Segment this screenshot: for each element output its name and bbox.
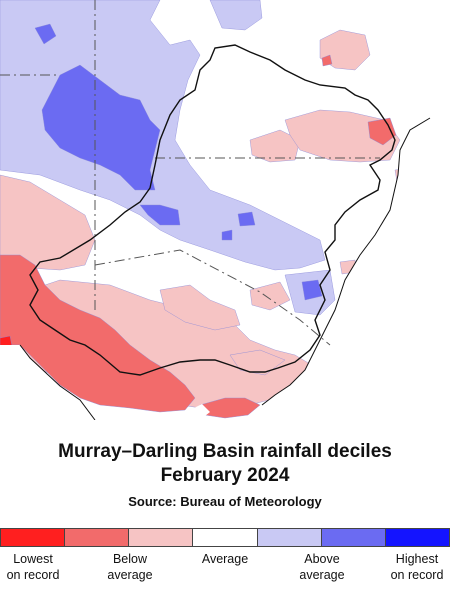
legend-swatch-highest — [385, 528, 450, 547]
very-much-below-region-victoria — [199, 397, 261, 419]
ocean-south — [0, 345, 95, 420]
legend-color-bar — [0, 528, 450, 547]
title-line-2: February 2024 — [160, 465, 290, 486]
rainfall-deciles-map — [0, 0, 450, 420]
above-average-region-east — [209, 0, 263, 31]
below-average-region-east-3 — [249, 281, 291, 311]
legend-label-lowest: Lowest on record — [0, 551, 73, 583]
legend-swatch-lowest — [0, 528, 66, 547]
legend-label-average-line1: Average — [201, 552, 249, 566]
state-border-qld-nsw — [0, 74, 380, 159]
legend-label-lowest-line1: Lowest — [13, 552, 53, 566]
legend-label-average: Average — [185, 551, 265, 567]
title-line-1: Murray–Darling Basin rainfall deciles — [58, 441, 392, 462]
legend-swatch-above — [257, 528, 322, 547]
murray-darling-basin-outline — [29, 44, 396, 376]
port-phillip-bay — [188, 404, 210, 420]
legend-label-highest: Highest on record — [377, 551, 450, 583]
coastline — [19, 117, 431, 420]
very-much-below-region-small — [321, 54, 333, 67]
very-much-above-region-small-3 — [237, 211, 256, 227]
legend-swatch-below — [129, 528, 194, 547]
source-text: Source: Bureau of Meteorology — [128, 494, 322, 509]
legend-swatch-average — [193, 528, 258, 547]
legend-label-highest-line2: on record — [390, 568, 444, 582]
very-much-above-region-small-2 — [139, 204, 181, 226]
legend-swatch-very-much-above — [321, 528, 386, 547]
below-average-region-east-1 — [249, 129, 301, 163]
legend-label-above-line1: Above — [304, 552, 340, 566]
legend-label-below-line1: Below — [112, 552, 148, 566]
ocean-east — [262, 118, 450, 420]
legend-swatch-very-much-below — [65, 528, 130, 547]
legend-label-lowest-line2: on record — [6, 568, 60, 582]
legend-label-below-line2: average — [107, 568, 153, 582]
very-much-below-region-coast — [367, 117, 397, 146]
very-much-above-region-small-4 — [301, 279, 323, 301]
legend-label-above: Above average — [282, 551, 362, 583]
very-much-above-region-small-1 — [34, 23, 57, 45]
very-much-above-region-small-5 — [221, 229, 233, 241]
legend-label-below: Below average — [90, 551, 170, 583]
legend-label-highest-line1: Highest — [395, 552, 439, 566]
very-much-above-region-main — [41, 64, 161, 191]
legend-label-above-line2: average — [299, 568, 345, 582]
below-average-region-central — [159, 284, 241, 331]
